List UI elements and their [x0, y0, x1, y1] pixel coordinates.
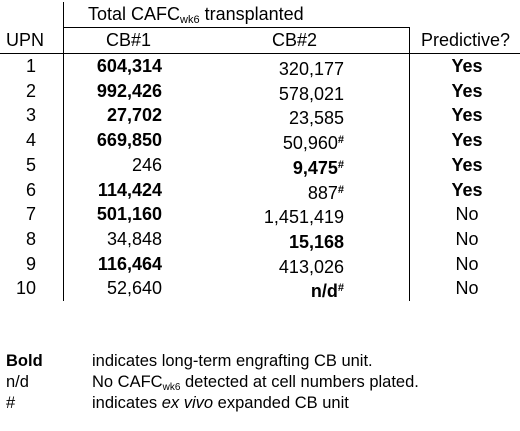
column-header-row: UPN CB#1 CB#2 Predictive? [0, 28, 520, 52]
cell-cb1: 992,426 [96, 80, 162, 101]
table-row: 7 501,160 1,451,419 No [0, 202, 520, 229]
cell-cb2-value: 887 [307, 182, 338, 203]
cell-cb2-value: 578,021 [278, 83, 344, 104]
legend-row-nd: n/d No CAFCwk6 detected at cell numbers … [6, 371, 520, 393]
legend-text-hash: indicates ex vivo expanded CB unit [92, 392, 349, 414]
cell-cb2: 413,026 [240, 252, 344, 279]
cell-cb1: 604,314 [96, 56, 162, 76]
cell-cb2: 1,451,419 [240, 202, 344, 229]
cell-cb2-value: 9,475 [292, 157, 338, 178]
column-group-header-suffix: transplanted [199, 4, 304, 24]
cell-upn: 6 [25, 179, 36, 200]
group-header-underline [63, 27, 409, 28]
cell-cb1: 52,640 [106, 278, 162, 299]
column-group-header-subscript: wk6 [180, 14, 200, 26]
legend-hash-prefix: indicates [92, 394, 162, 412]
cell-upn: 8 [25, 228, 36, 249]
legend-row-bold: Bold indicates long-term engrafting CB u… [6, 350, 520, 372]
cell-cb2-value: 1,451,419 [263, 207, 344, 228]
cell-predictive: No [455, 278, 479, 299]
legend-text-nd: No CAFCwk6 detected at cell numbers plat… [92, 371, 419, 399]
expanded-unit-marker: # [337, 158, 344, 171]
table-row: 6 114,424 887# Yes [0, 178, 520, 205]
table-row: 2 992,426 578,021 Yes [0, 79, 520, 106]
cell-cb1: 114,424 [97, 179, 162, 200]
legend-text-bold: indicates long-term engrafting CB unit. [92, 352, 373, 370]
cell-cb2-value: n/d [310, 281, 338, 302]
cell-cb2: n/d# [240, 276, 344, 303]
table-row: 3 27,702 23,585 Yes [0, 103, 520, 130]
legend-hash-italic: ex vivo [161, 394, 214, 412]
legend-key-nd: n/d [6, 373, 29, 391]
cell-cb2: 887# [240, 178, 344, 205]
legend-hash-suffix: expanded CB unit [213, 394, 349, 412]
cell-predictive: Yes [451, 56, 483, 76]
column-header-cb2: CB#2 [272, 30, 318, 50]
cell-predictive: Yes [451, 130, 483, 151]
cell-predictive: No [455, 253, 479, 274]
cell-predictive: Yes [451, 179, 483, 200]
column-group-header-prefix: Total CAFC [88, 4, 181, 24]
cell-upn: 7 [25, 204, 36, 225]
expanded-unit-marker: # [337, 183, 344, 196]
column-header-predictive: Predictive? [421, 30, 511, 50]
legend-key-hash: # [6, 394, 16, 412]
cell-cb2-value: 413,026 [278, 256, 344, 277]
cell-predictive: Yes [451, 154, 483, 175]
cell-upn: 10 [15, 278, 36, 299]
expanded-unit-marker: # [337, 134, 344, 147]
table-row: 4 669,850 50,960# Yes [0, 128, 520, 155]
cell-cb2-value: 23,585 [288, 108, 344, 129]
cell-upn: 4 [25, 130, 36, 151]
column-header-upn: UPN [6, 30, 45, 50]
table-row: 1 604,314 320,177 Yes [0, 54, 520, 81]
legend-nd-prefix: No CAFC [92, 373, 163, 391]
cell-cb2: 23,585 [240, 103, 344, 130]
cell-cb2: 9,475# [240, 153, 344, 180]
cell-predictive: Yes [451, 105, 483, 126]
cell-cb2-value: 320,177 [278, 59, 344, 79]
table-row: 5 246 9,475# Yes [0, 153, 520, 180]
legend-nd-subscript: wk6 [162, 382, 181, 393]
cell-upn: 3 [25, 105, 36, 126]
cell-cb2: 320,177 [240, 54, 344, 81]
legend-row-hash: # indicates ex vivo expanded CB unit [6, 392, 520, 414]
cell-cb2-value: 15,168 [288, 231, 344, 252]
cell-predictive: Yes [451, 80, 483, 101]
cell-cb1: 669,850 [96, 130, 162, 151]
cell-predictive: No [455, 204, 479, 225]
cell-upn: 5 [25, 154, 36, 175]
cell-upn: 9 [25, 253, 36, 274]
cell-cb1: 27,702 [106, 105, 162, 126]
cell-cb1: 116,464 [97, 253, 162, 274]
cell-cb1: 246 [131, 154, 162, 175]
header-underline [0, 53, 520, 54]
table-row: 9 116,464 413,026 No [0, 252, 520, 279]
cell-cb2: 15,168 [240, 227, 344, 254]
column-header-cb1: CB#1 [106, 30, 152, 50]
column-group-header: Total CAFCwk6 transplanted [88, 3, 304, 31]
column-divider-predictive [409, 27, 410, 301]
cell-cb1: 34,848 [106, 228, 162, 249]
cell-cb2: 50,960# [240, 128, 344, 155]
table-row: 10 52,640 n/d# No [0, 276, 520, 303]
legend-key-bold: Bold [6, 352, 43, 370]
legend-nd-suffix: detected at cell numbers plated. [180, 373, 419, 391]
cell-cb2-value: 50,960 [282, 133, 338, 154]
table-row: 8 34,848 15,168 No [0, 227, 520, 254]
expanded-unit-marker: # [337, 282, 344, 295]
cell-upn: 1 [25, 56, 36, 76]
column-divider-upn [63, 2, 64, 301]
cell-cb2: 578,021 [240, 79, 344, 106]
cell-upn: 2 [25, 80, 36, 101]
cell-cb1: 501,160 [96, 204, 162, 225]
cell-predictive: No [455, 228, 479, 249]
